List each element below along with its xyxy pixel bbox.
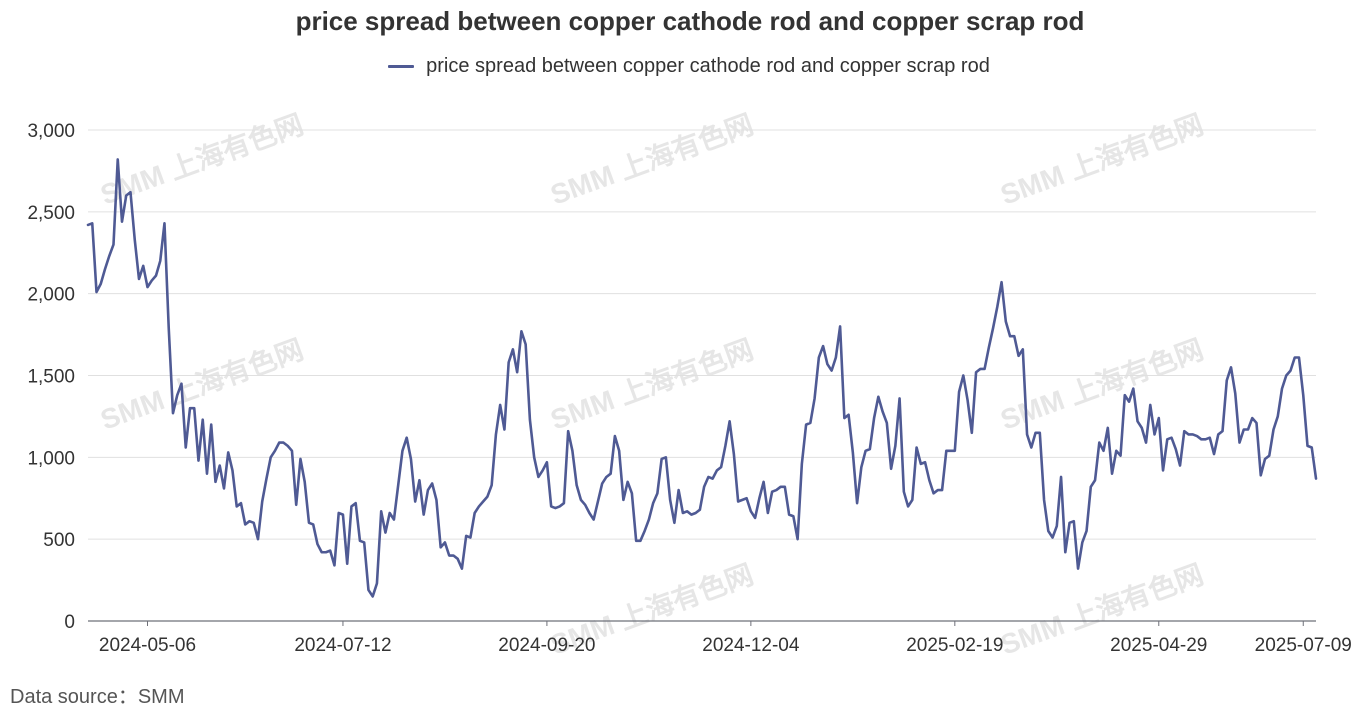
x-tick-label: 2025-07-09 xyxy=(1255,635,1352,656)
x-tick-label: 2024-05-06 xyxy=(99,635,196,656)
y-tick-label: 1,000 xyxy=(27,448,75,469)
chart-title: price spread between copper cathode rod … xyxy=(295,6,1085,36)
series-line[interactable] xyxy=(86,158,1318,598)
watermark-text: SMM 上海有色网 xyxy=(996,333,1207,436)
grid xyxy=(88,129,1316,540)
y-tick-label: 1,500 xyxy=(27,367,75,388)
y-tick-label: 2,500 xyxy=(27,203,75,224)
y-axis-ticks: 0 500 1,000 1,500 2,000 2,500 3,000 xyxy=(27,121,75,633)
x-axis: 2024-05-06 2024-07-12 2024-09-20 2024-12-04… xyxy=(88,620,1352,656)
y-tick-label: 0 xyxy=(64,612,75,633)
x-tick-label: 2024-09-20 xyxy=(498,635,595,656)
watermark-text: SMM 上海有色网 xyxy=(996,108,1207,211)
legend-swatch xyxy=(388,65,415,68)
y-tick-label: 2,000 xyxy=(27,285,75,306)
watermark-text: SMM 上海有色网 xyxy=(546,333,757,436)
watermark-text: SMM 上海有色网 xyxy=(546,108,757,211)
x-tick-label: 2024-12-04 xyxy=(702,635,800,656)
y-tick-label: 500 xyxy=(43,530,75,551)
legend-label: price spread between copper cathode rod … xyxy=(426,55,990,77)
x-tick-label: 2025-02-19 xyxy=(906,635,1003,656)
x-tick-label: 2025-04-29 xyxy=(1110,635,1207,656)
data-source-note: Data source：SMM xyxy=(10,686,185,708)
legend[interactable]: price spread between copper cathode rod … xyxy=(0,55,1352,78)
series xyxy=(86,158,1318,598)
x-tick-label: 2024-07-12 xyxy=(294,635,391,656)
y-tick-label: 3,000 xyxy=(27,121,75,142)
